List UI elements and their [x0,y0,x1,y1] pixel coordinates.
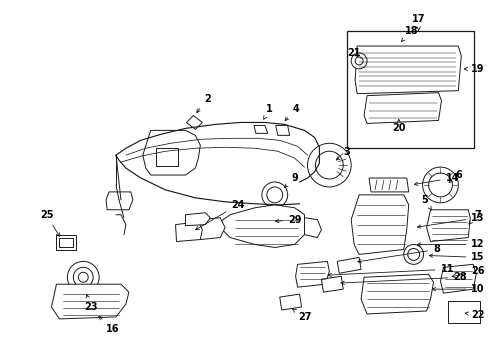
Text: 12: 12 [417,239,484,249]
Text: 18: 18 [401,26,418,41]
Polygon shape [195,218,224,239]
Polygon shape [321,276,343,292]
Polygon shape [142,130,200,175]
Text: 16: 16 [99,316,120,334]
Text: 8: 8 [357,244,439,263]
Text: 3: 3 [336,147,350,160]
Text: 5: 5 [420,195,431,210]
Circle shape [350,53,366,69]
Text: 25: 25 [40,210,60,237]
Text: 6: 6 [448,170,461,183]
Circle shape [307,143,350,187]
Polygon shape [368,178,408,192]
Text: 19: 19 [463,64,484,74]
Circle shape [403,244,423,264]
Polygon shape [279,294,301,310]
Text: 11: 11 [327,264,453,276]
Text: 1: 1 [263,104,273,119]
Polygon shape [186,116,202,129]
Text: 27: 27 [292,309,311,322]
Text: 13: 13 [416,213,484,228]
Bar [56,235,76,251]
Bar [60,238,73,247]
Polygon shape [426,210,469,242]
Polygon shape [440,264,475,293]
Text: 10: 10 [431,284,484,294]
Polygon shape [220,205,304,247]
Text: 23: 23 [84,294,98,312]
Text: 9: 9 [284,173,297,188]
Text: 24: 24 [195,200,244,230]
Polygon shape [295,261,328,287]
Circle shape [422,167,457,203]
Circle shape [266,187,282,203]
Bar [447,301,479,323]
Polygon shape [337,257,360,273]
Polygon shape [364,93,441,123]
Text: 14: 14 [413,173,458,185]
Bar [155,148,177,166]
Circle shape [78,272,88,282]
Polygon shape [275,125,289,135]
Circle shape [262,182,287,208]
Text: 15: 15 [428,252,484,262]
Circle shape [73,267,93,287]
Polygon shape [175,222,202,242]
Text: 2: 2 [196,94,210,113]
Polygon shape [360,274,433,314]
Text: 4: 4 [285,104,298,121]
Bar [346,31,473,148]
Polygon shape [106,192,133,210]
Text: 28: 28 [340,272,466,284]
Polygon shape [304,218,321,238]
Polygon shape [185,213,210,226]
Circle shape [67,261,99,293]
Polygon shape [253,125,267,133]
Polygon shape [350,195,408,255]
Circle shape [427,173,451,197]
Circle shape [315,151,343,179]
Text: 21: 21 [346,48,360,58]
Circle shape [407,248,419,260]
Polygon shape [51,284,129,319]
Text: 17: 17 [411,14,425,30]
Text: 20: 20 [391,120,405,134]
Text: 7: 7 [468,210,481,224]
Text: 26: 26 [451,266,484,278]
Text: 22: 22 [464,310,484,320]
Polygon shape [354,46,460,94]
Circle shape [354,57,362,65]
Text: 29: 29 [275,215,301,225]
